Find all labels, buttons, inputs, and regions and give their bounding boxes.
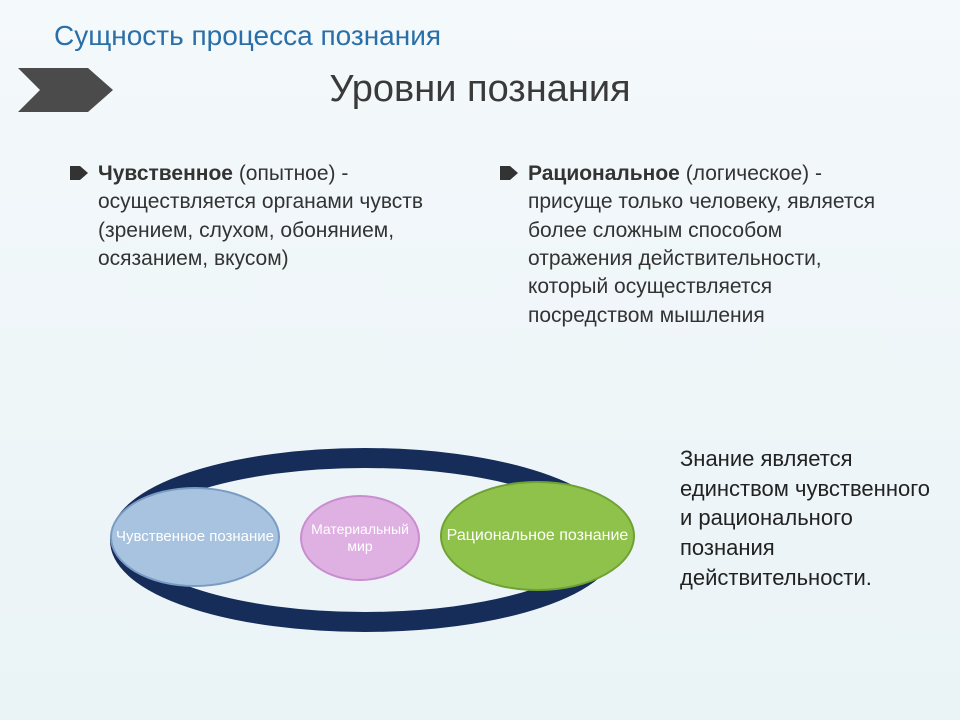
column-right-bold: Рациональное — [528, 162, 680, 185]
columns: Чувственное (опытное) - осуществляется о… — [70, 160, 890, 330]
column-right: Рациональное (логическое) - присуще толь… — [500, 160, 890, 330]
oval-material-label: Материальный мир — [302, 521, 418, 556]
bullet-icon — [500, 166, 518, 180]
oval-sensory: Чувственное познание — [110, 487, 280, 587]
diagram: Чувственное познание Материальный мир Ра… — [90, 435, 640, 645]
header-title: Сущность процесса познания — [54, 20, 441, 52]
column-right-rest: (логическое) - присуще только человеку, … — [528, 162, 875, 327]
oval-sensory-label: Чувственное познание — [116, 528, 274, 547]
bullet-icon — [70, 166, 88, 180]
page-title: Уровни познания — [0, 68, 960, 111]
oval-rational: Рациональное познание — [440, 481, 635, 591]
oval-material: Материальный мир — [300, 495, 420, 581]
column-left: Чувственное (опытное) - осуществляется о… — [70, 160, 460, 330]
caption: Знание является единством чувственного и… — [680, 444, 940, 592]
column-left-bold: Чувственное — [98, 162, 233, 185]
column-right-text: Рациональное (логическое) - присуще толь… — [528, 160, 890, 330]
column-left-text: Чувственное (опытное) - осуществляется о… — [98, 160, 460, 273]
oval-rational-label: Рациональное познание — [447, 526, 629, 546]
